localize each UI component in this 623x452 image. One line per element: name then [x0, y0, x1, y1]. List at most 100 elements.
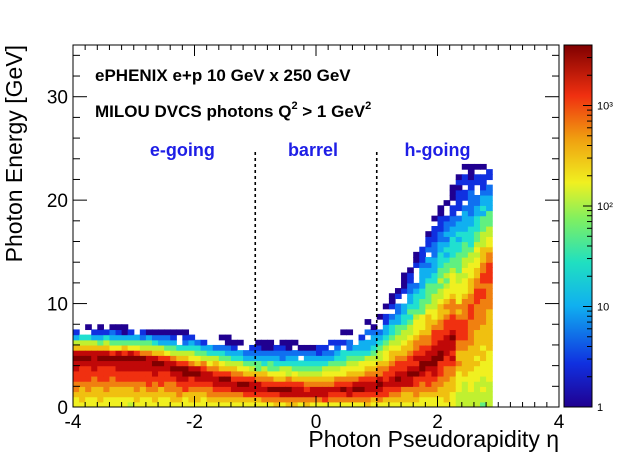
heatmap-cell — [103, 365, 111, 372]
heatmap-cell — [206, 344, 214, 351]
heatmap-cell — [431, 381, 439, 387]
heatmap-cell — [133, 355, 141, 362]
heatmap-cell — [73, 339, 80, 346]
heatmap-cell — [480, 386, 487, 393]
heatmap-cell — [419, 246, 426, 253]
heatmap-cell — [407, 313, 414, 320]
heatmap-cell — [97, 355, 104, 362]
heatmap-cell — [394, 396, 402, 403]
heatmap-cell — [401, 365, 408, 372]
heatmap-cell — [73, 334, 80, 341]
heatmap-cell — [158, 355, 165, 362]
heatmap-cell — [449, 360, 457, 367]
heatmap-cell — [139, 391, 147, 398]
z-tick-label: 10² — [597, 201, 613, 213]
heatmap-cell — [461, 236, 469, 243]
heatmap-cell — [340, 381, 347, 387]
heatmap-cell — [376, 401, 384, 407]
heatmap-cell — [139, 370, 147, 377]
heatmap-cell — [164, 355, 171, 362]
heatmap-cell — [127, 391, 135, 398]
heatmap-cell — [303, 365, 311, 372]
heatmap-cell — [449, 293, 457, 299]
heatmap-cell — [316, 375, 323, 382]
heatmap-cell — [194, 355, 202, 362]
heatmap-cell — [261, 386, 268, 393]
heatmap-cell — [358, 401, 366, 407]
heatmap-cell — [218, 365, 226, 372]
heatmap-cell — [309, 396, 317, 403]
heatmap-cell — [243, 391, 250, 398]
heatmap-cell — [437, 313, 445, 320]
heatmap-cell — [461, 360, 469, 367]
heatmap-cell — [473, 293, 481, 299]
heatmap-cell — [115, 339, 123, 346]
heatmap-cell — [170, 339, 177, 346]
heatmap-cell — [486, 339, 493, 346]
heatmap-cell — [121, 350, 129, 356]
heatmap-cell — [188, 350, 196, 356]
heatmap-cell — [182, 355, 190, 362]
heatmap-cell — [382, 365, 390, 372]
heatmap-cell — [437, 319, 445, 325]
heatmap-cell — [443, 231, 451, 237]
heatmap-cell — [480, 251, 487, 258]
heatmap-cell — [358, 381, 366, 387]
heatmap-cell — [206, 386, 214, 393]
heatmap-cell — [431, 360, 439, 367]
heatmap-cell — [467, 169, 475, 175]
heatmap-cell — [322, 365, 329, 372]
color-scale: 1 10 10² 10³ — [563, 44, 613, 414]
heatmap-cell — [340, 339, 347, 346]
heatmap-cell — [261, 350, 268, 356]
heatmap-cell — [467, 365, 475, 372]
heatmap-cell — [224, 350, 232, 356]
heatmap-cell — [127, 355, 135, 362]
heatmap-cell — [467, 189, 475, 196]
heatmap-cell — [334, 360, 341, 367]
heatmap-cell — [182, 386, 190, 393]
heatmap-cell — [449, 334, 457, 341]
heatmap-cell — [486, 257, 493, 263]
heatmap-cell — [461, 163, 469, 170]
heatmap-cell — [291, 401, 299, 407]
heatmap-cell — [437, 391, 445, 398]
heatmap-cell — [182, 329, 190, 336]
heatmap-cell — [316, 360, 323, 367]
heatmap-cell — [139, 360, 147, 367]
heatmap-cell — [425, 391, 433, 398]
heatmap-cell — [382, 324, 390, 331]
heatmap-cell — [382, 381, 390, 387]
heatmap-cell — [401, 375, 408, 382]
heatmap-cell — [486, 329, 493, 336]
heatmap-cell — [170, 350, 177, 356]
heatmap-cell — [364, 350, 372, 356]
heatmap-cell — [279, 386, 287, 393]
heatmap-cell — [443, 329, 451, 336]
heatmap-cell — [109, 339, 117, 346]
heatmap-cell — [212, 386, 220, 393]
heatmap-cell — [91, 386, 98, 393]
heatmap-cell — [486, 174, 493, 181]
heatmap-cell — [151, 375, 159, 382]
heatmap-cell — [91, 365, 98, 372]
heatmap-cell — [431, 313, 439, 320]
heatmap-cell — [388, 355, 396, 362]
heatmap-cell — [376, 381, 384, 387]
heatmap-cell — [279, 375, 287, 382]
heatmap-cell — [328, 339, 335, 346]
heatmap-cell — [109, 334, 117, 341]
heatmap-cell — [486, 355, 493, 362]
heatmap-cell — [455, 272, 463, 279]
heatmap-cell — [109, 350, 117, 356]
heatmap-cell — [279, 344, 287, 351]
heatmap-cell — [449, 401, 457, 407]
heatmap-cell — [237, 355, 244, 362]
heatmap-cell — [158, 370, 165, 377]
heatmap-cell — [267, 391, 275, 398]
heatmap-cell — [401, 319, 408, 325]
heatmap-cell — [182, 350, 190, 356]
heatmap-cell — [176, 355, 183, 362]
heatmap-cell — [316, 386, 323, 393]
heatmap-cell — [218, 401, 226, 407]
